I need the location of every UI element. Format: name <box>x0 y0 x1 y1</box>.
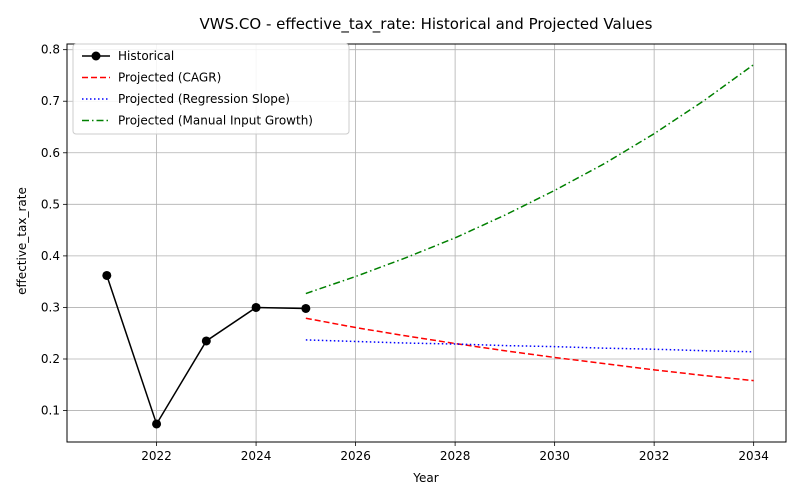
x-tick-label: 2034 <box>738 449 769 463</box>
chart-title: VWS.CO - effective_tax_rate: Historical … <box>200 15 653 34</box>
legend-marker <box>91 51 101 61</box>
x-tick-label: 2032 <box>639 449 670 463</box>
legend-entry: Projected (CAGR) <box>118 71 221 85</box>
y-tick-label: 0.6 <box>41 146 60 160</box>
x-tick-label: 2026 <box>340 449 371 463</box>
data-point <box>251 302 261 312</box>
y-tick-label: 0.3 <box>41 300 60 314</box>
data-point <box>102 270 112 280</box>
data-point <box>152 419 162 429</box>
y-tick-label: 0.7 <box>41 94 60 108</box>
x-tick-label: 2030 <box>539 449 570 463</box>
y-tick-label: 0.5 <box>41 197 60 211</box>
y-tick-label: 0.2 <box>41 352 60 366</box>
legend-entry: Historical <box>118 49 174 63</box>
series-line-0 <box>106 275 306 426</box>
y-tick-label: 0.1 <box>41 404 60 418</box>
x-axis-label: Year <box>412 471 438 485</box>
y-tick-label: 0.4 <box>41 249 60 263</box>
axis-ticks: 2022 2024 2026 2028 2030 2032 2034 0.1 0.2 0.3 0.4… <box>41 43 769 463</box>
legend-entry: Projected (Manual Input Growth) <box>118 114 313 128</box>
y-tick-label: 0.8 <box>41 43 60 57</box>
series-line-3 <box>305 64 755 295</box>
series-line-1 <box>305 317 754 382</box>
legend: Historical Projected (CAGR) Projected (Reg… <box>72 43 350 135</box>
x-tick-label: 2022 <box>141 449 172 463</box>
series-line-2 <box>305 339 754 353</box>
legend-entry: Projected (Regression Slope) <box>118 92 290 106</box>
series-layer <box>102 64 755 429</box>
plot-frame <box>66 43 787 443</box>
y-axis-label: effective_tax_rate <box>15 187 29 295</box>
data-point <box>301 303 311 313</box>
data-point <box>201 336 211 346</box>
grid <box>67 44 786 442</box>
x-tick-label: 2028 <box>440 449 471 463</box>
legend-box <box>72 43 350 135</box>
x-tick-label: 2024 <box>241 449 272 463</box>
